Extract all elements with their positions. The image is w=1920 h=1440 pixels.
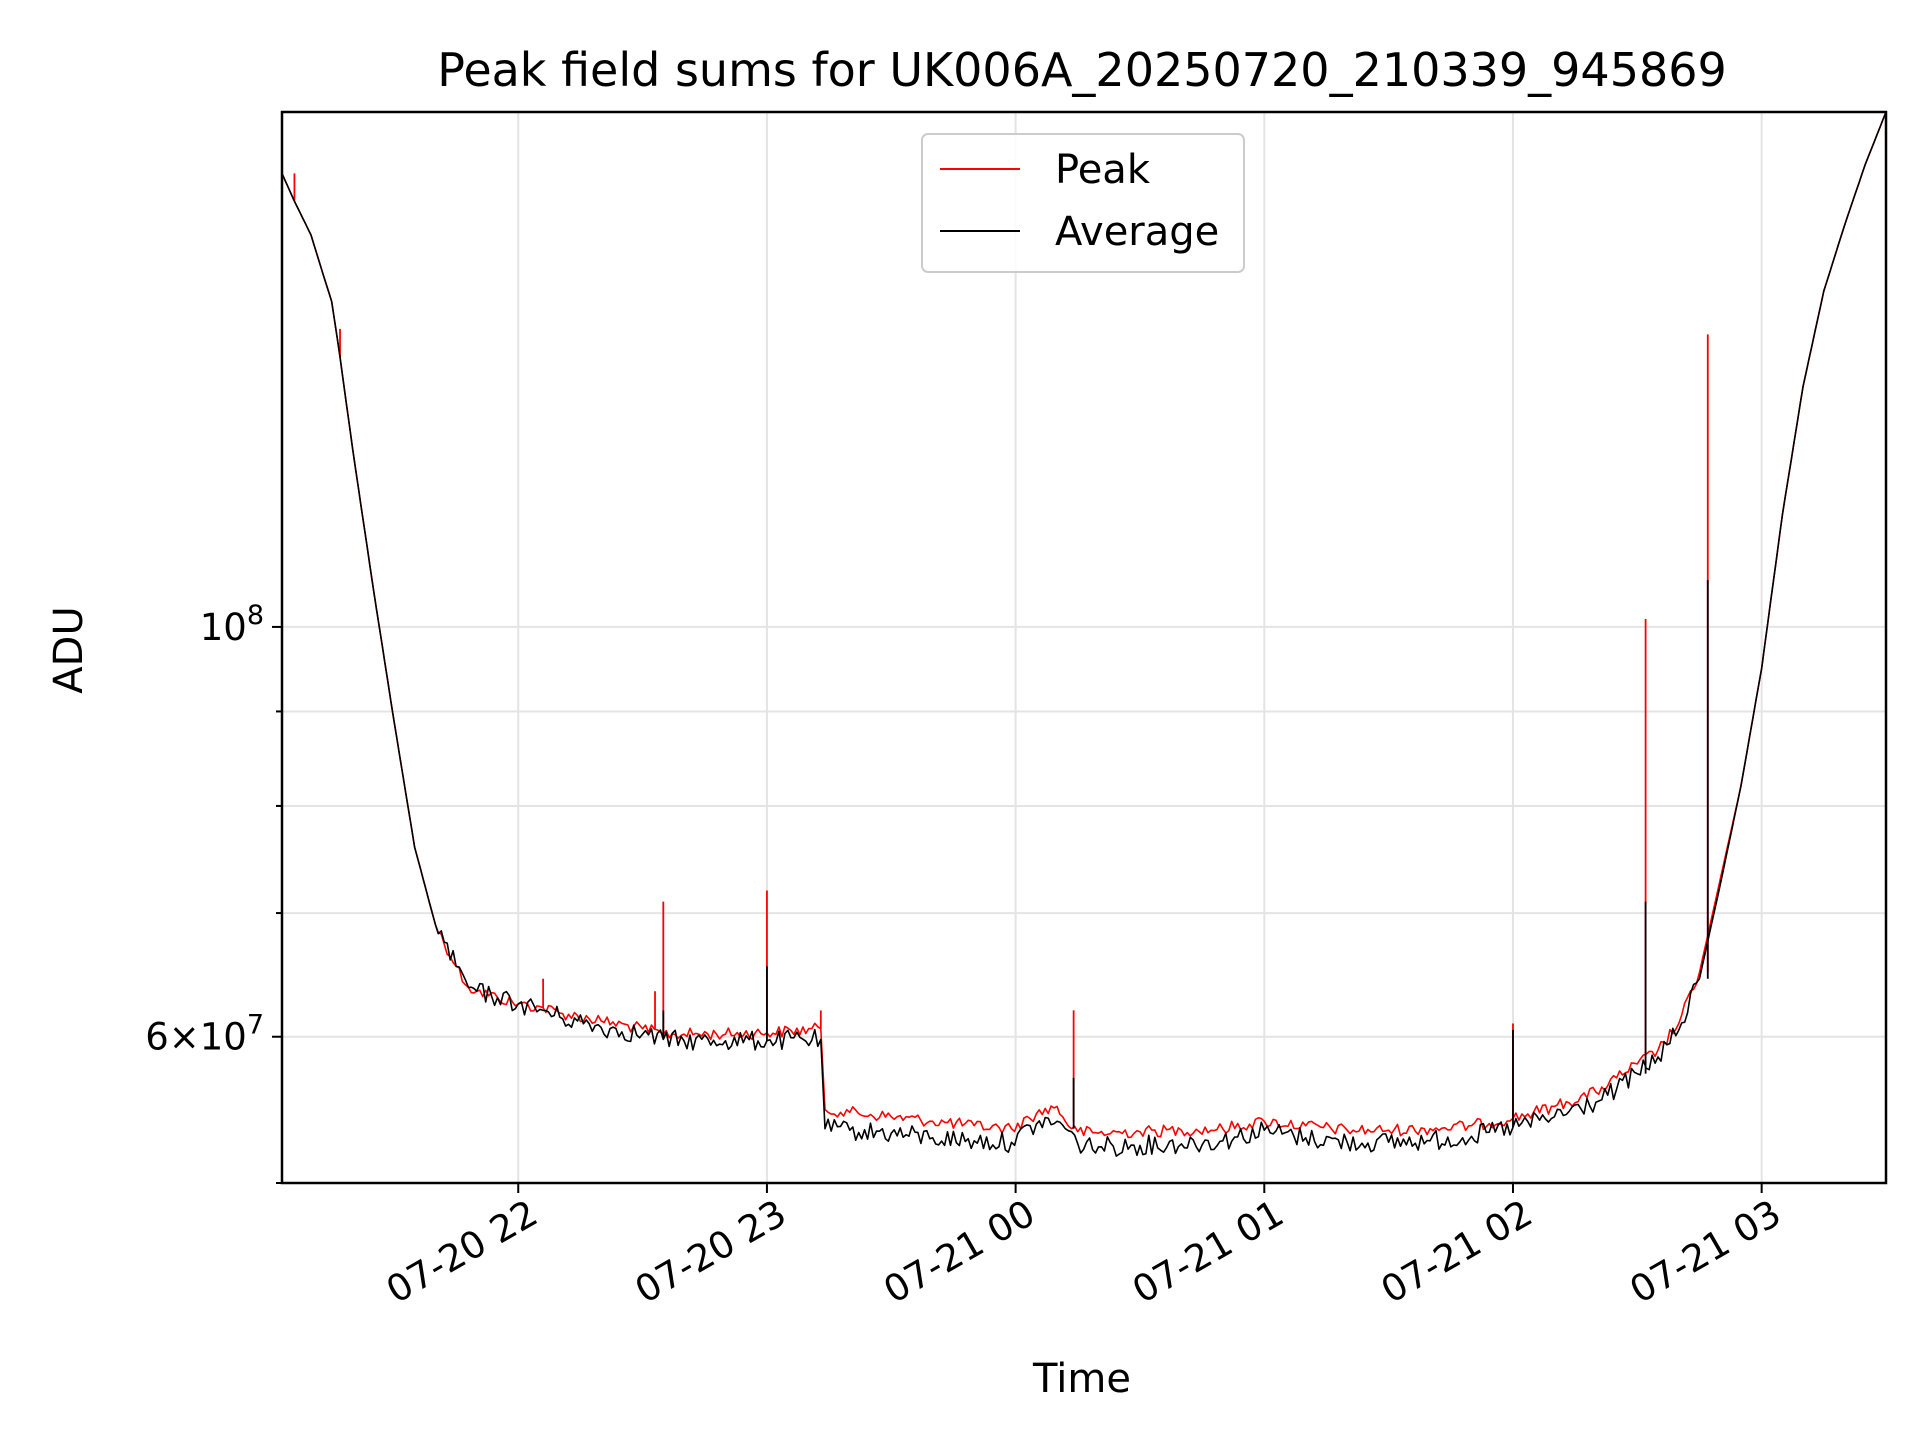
series-layer bbox=[282, 112, 1886, 1157]
y-tick-label: 108 bbox=[200, 600, 264, 649]
y-axis-label: ADU bbox=[46, 606, 92, 693]
legend-label-peak: Peak bbox=[1055, 147, 1151, 193]
x-axis-label: Time bbox=[1032, 1356, 1131, 1402]
series-line-peak bbox=[282, 112, 1886, 1139]
chart-title: Peak field sums for UK006A_20250720_2103… bbox=[437, 43, 1727, 97]
series-line-average bbox=[282, 112, 1886, 1157]
legend-label-average: Average bbox=[1055, 209, 1219, 255]
plot-frame bbox=[280, 110, 1888, 1185]
legend: Peak Average bbox=[921, 133, 1245, 273]
y-tick-label: 6×107 bbox=[145, 1010, 264, 1059]
